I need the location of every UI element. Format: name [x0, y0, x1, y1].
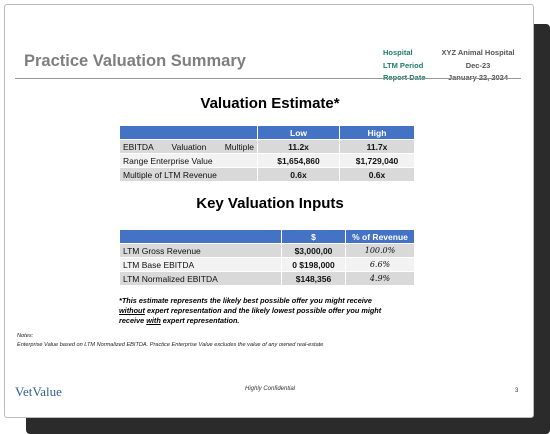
row-label: Range Enterprise Value — [119, 153, 258, 168]
cell: $3,000,00 — [281, 243, 346, 258]
title: Practice Valuation Summary — [24, 52, 246, 70]
footnote: *This estimate represents the likely bes… — [119, 296, 449, 326]
section-title: Key Valuation Inputs — [196, 195, 344, 212]
cell: 6.6% — [345, 257, 415, 272]
header-cell: % of Revenue — [345, 229, 415, 244]
info-block: Hospital XYZ Animal Hospital LTM Period De… — [383, 47, 517, 85]
footnote-emphasis: without — [119, 306, 145, 315]
logo: VetValue — [15, 384, 62, 399]
cell: $1,729,040 — [339, 153, 415, 168]
info-value: XYZ Animal Hospital — [441, 48, 515, 57]
cell: 0.6x — [339, 167, 415, 182]
notes-text: Enterprise Value based on LTM Normalized… — [17, 342, 324, 348]
confidential: Highly Confidential — [244, 386, 296, 392]
footnote-text: receive — [119, 316, 147, 325]
inputs-table: $% of Revenue LTM Gross Revenue $3,000,00… — [119, 229, 415, 286]
info-value: January 22, 2024 — [439, 72, 517, 85]
row-label: LTM Gross Revenue — [119, 243, 282, 258]
info-label: Report Date — [383, 72, 439, 85]
header-cell: Low — [257, 125, 340, 140]
footnote-text: *This estimate represents the likely bes… — [119, 296, 372, 305]
cell: $1,654,860 — [257, 153, 340, 168]
info-label: Hospital — [383, 48, 413, 57]
footnote-text: expert representation and the likely low… — [144, 306, 382, 315]
cell: $148,356 — [281, 271, 346, 286]
cell: 11.2x — [257, 139, 340, 154]
info-value: Dec-23 — [465, 60, 491, 70]
row-label: LTM Normalized EBITDA — [119, 271, 282, 286]
notes: Notes: Enterprise Value based on LTM Norm… — [17, 332, 323, 350]
row-label: LTM Base EBITDA — [119, 257, 282, 272]
header-cell: $ — [281, 229, 346, 244]
header-cell: High — [339, 125, 415, 140]
cell: 100.0% — [345, 243, 415, 258]
cell: 11.7x — [339, 139, 415, 154]
cell: 0.6x — [257, 167, 340, 182]
estimate-table: Low High EBITDA Valuation Multiple 11.2x 11… — [119, 125, 415, 182]
slide: Practice Valuation Summary Hospital XYZ A… — [4, 4, 534, 418]
row-label: EBITDA Valuation Multiple — [119, 139, 258, 154]
footnote-emphasis: with — [146, 316, 161, 325]
info-label: LTM Period — [383, 60, 424, 70]
cell: 0 $198,000 — [281, 257, 346, 272]
section-title: Valuation Estimate* — [200, 95, 340, 112]
header-cell — [119, 125, 258, 140]
page-number: 3 — [515, 388, 519, 394]
cell: 4.9% — [345, 271, 415, 286]
footnote-text: expert representation. — [160, 316, 240, 325]
divider — [15, 78, 521, 79]
notes-heading: Notes: — [17, 333, 34, 339]
header-cell — [119, 229, 282, 244]
row-label: Multiple of LTM Revenue — [119, 167, 258, 182]
